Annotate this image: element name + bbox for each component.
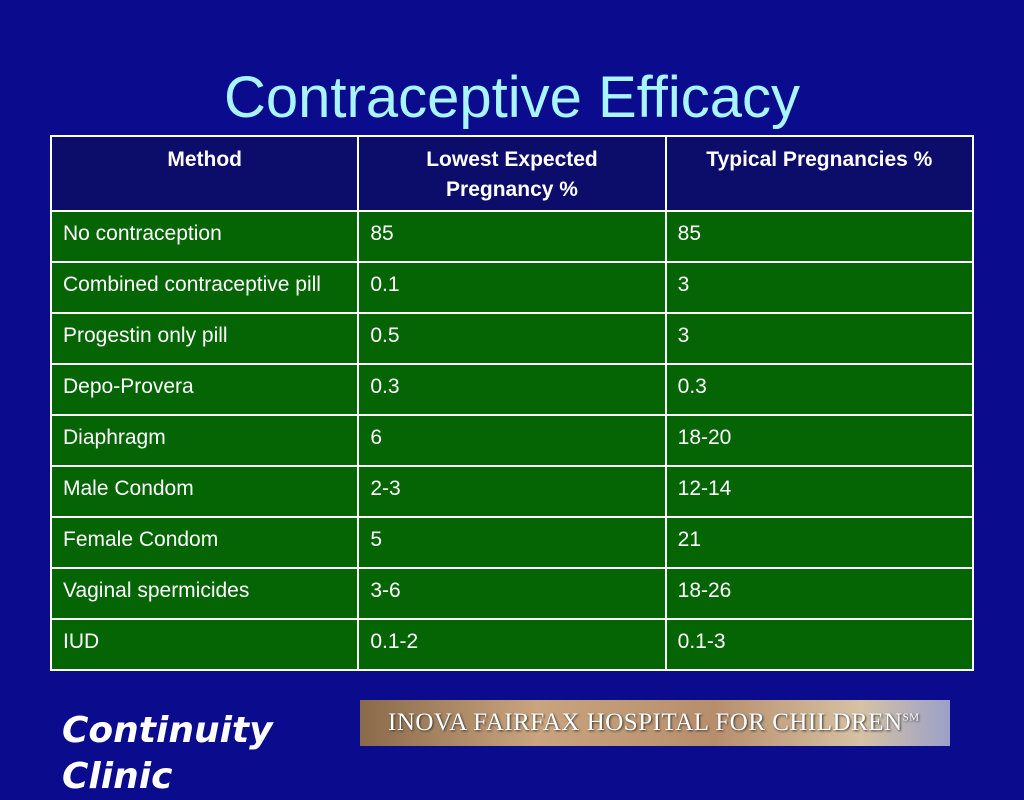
- clinic-label: Continuity Clinic: [62, 710, 273, 797]
- header-cell: Typical Pregnancies %: [664, 135, 975, 212]
- table-cell: 18-26: [664, 567, 975, 620]
- table-cell: 6: [357, 414, 667, 467]
- table-cell: 0.5: [357, 312, 667, 365]
- table-row: Diaphragm 6 18-20: [49, 414, 975, 467]
- table-cell: Combined contraceptive pill: [49, 261, 360, 314]
- table-row: Vaginal spermicides 3-6 18-26: [49, 567, 975, 620]
- table-cell: 0.3: [664, 363, 975, 416]
- slide-title: Contraceptive Efficacy: [224, 65, 800, 130]
- table-cell: 0.1-3: [664, 618, 975, 671]
- table-row: IUD 0.1-2 0.1-3: [49, 618, 975, 671]
- table-cell: Diaphragm: [49, 414, 360, 467]
- table-cell: Depo-Provera: [49, 363, 360, 416]
- slide: Contraceptive Efficacy Method Lowest Expe…: [49, 65, 975, 797]
- logo-text: INOVA FAIRFAX HOSPITAL FOR CHILDREN: [388, 709, 903, 736]
- table-cell: 2-3: [357, 465, 667, 518]
- table-cell: Progestin only pill: [49, 312, 360, 365]
- table-body: No contraception 85 85 Combined contracepti…: [49, 210, 975, 671]
- table-cell: 0.3: [357, 363, 667, 416]
- logo-mark: SM: [902, 711, 920, 724]
- table-row: No contraception 85 85: [49, 210, 975, 263]
- logo-text-wrap: INOVA FAIRFAX HOSPITAL FOR CHILDRENSM: [388, 709, 920, 737]
- table-row: Progestin only pill 0.5 3: [49, 312, 975, 365]
- table-cell: 85: [357, 210, 667, 263]
- header-cell: Lowest Expected Pregnancy %: [357, 135, 667, 212]
- table-cell: 18-20: [664, 414, 975, 467]
- table-cell: 21: [664, 516, 975, 569]
- efficacy-table: Method Lowest Expected Pregnancy % Typical…: [49, 135, 975, 671]
- table-row: Combined contraceptive pill 0.1 3: [49, 261, 975, 314]
- header-cell: Method: [49, 135, 360, 212]
- table-cell: 3-6: [357, 567, 667, 620]
- table-cell: 0.1-2: [357, 618, 667, 671]
- table-cell: IUD: [49, 618, 360, 671]
- table-cell: 3: [664, 312, 975, 365]
- table-row: Female Condom 5 21: [49, 516, 975, 569]
- table-cell: 12-14: [664, 465, 975, 518]
- table-row: Male Condom 2-3 12-14: [49, 465, 975, 518]
- header-row: Method Lowest Expected Pregnancy % Typical…: [49, 135, 975, 212]
- table-cell: 85: [664, 210, 975, 263]
- table-row: Depo-Provera 0.3 0.3: [49, 363, 975, 416]
- table-cell: Vaginal spermicides: [49, 567, 360, 620]
- hospital-logo: INOVA FAIRFAX HOSPITAL FOR CHILDRENSM: [360, 700, 950, 746]
- table-cell: Female Condom: [49, 516, 360, 569]
- table-cell: 3: [664, 261, 975, 314]
- table-cell: No contraception: [49, 210, 360, 263]
- table-cell: 5: [357, 516, 667, 569]
- table-cell: 0.1: [357, 261, 667, 314]
- table-cell: Male Condom: [49, 465, 360, 518]
